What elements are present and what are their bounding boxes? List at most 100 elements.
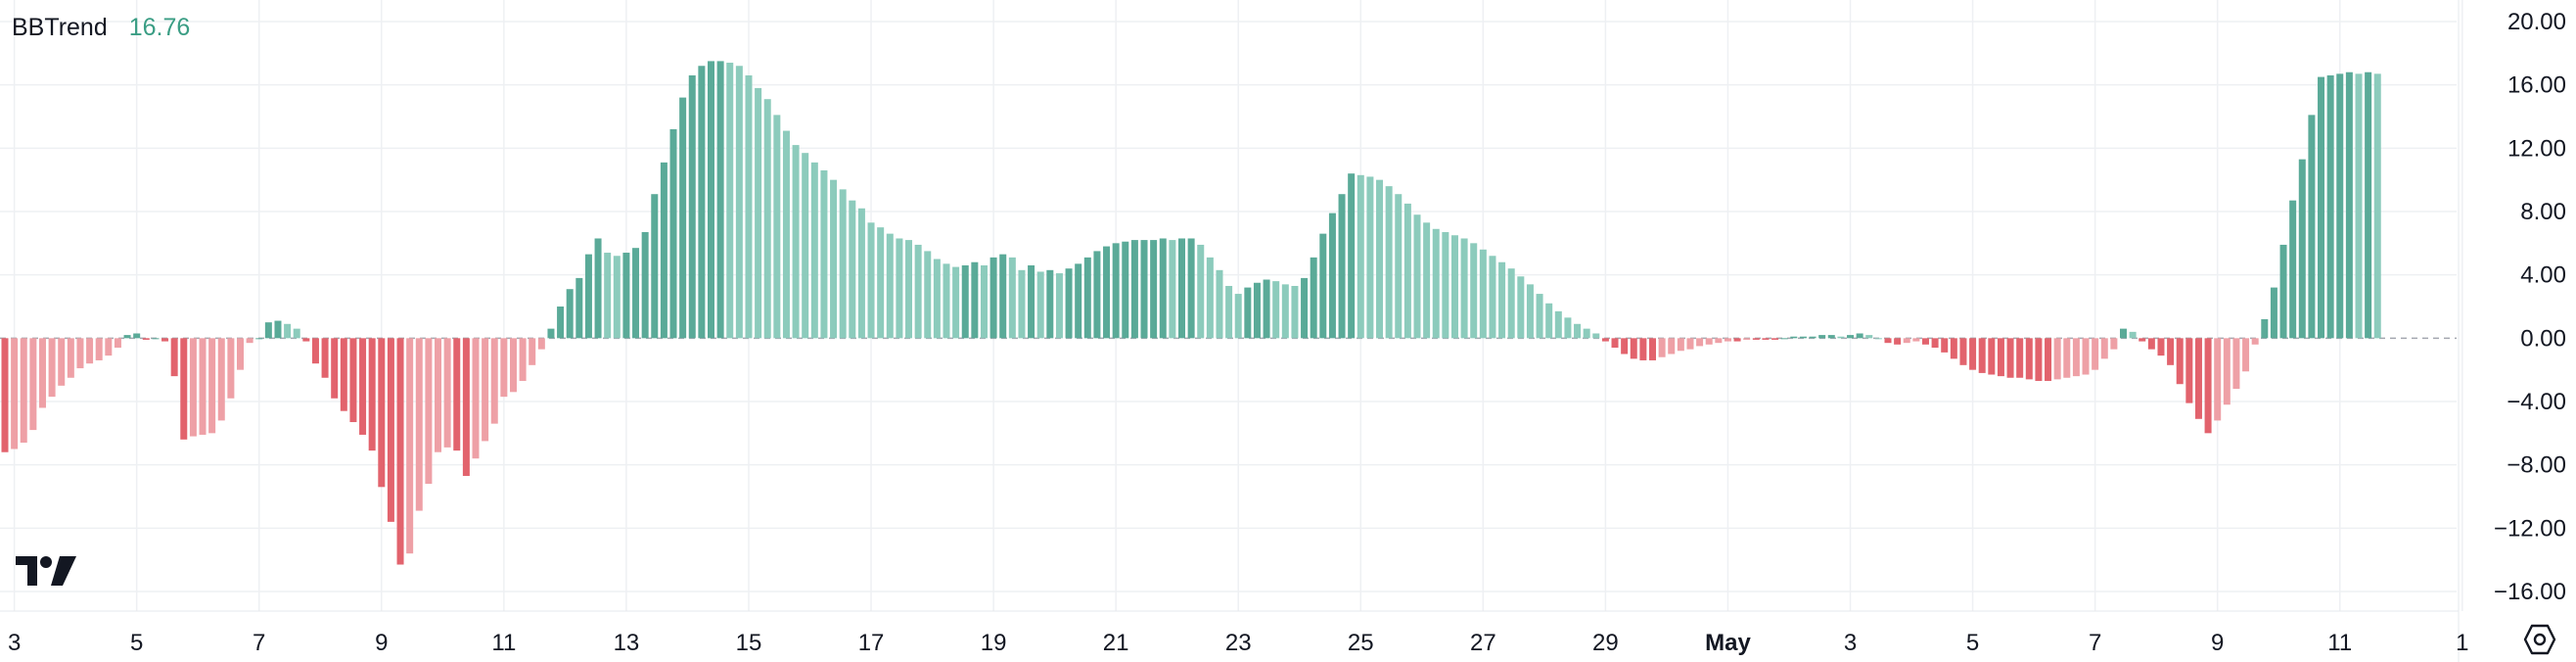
histogram-bar: [331, 338, 339, 399]
x-tick-label: 3: [8, 630, 21, 656]
histogram-bar: [2373, 73, 2381, 339]
tradingview-logo-icon[interactable]: [16, 554, 78, 592]
histogram-bar: [2289, 200, 2297, 339]
histogram-bar: [1450, 235, 1458, 339]
histogram-bar: [1178, 238, 1185, 339]
histogram-bar: [208, 338, 216, 434]
histogram-bar: [435, 338, 442, 452]
histogram-bar: [2345, 71, 2353, 339]
histogram-bar: [1159, 238, 1167, 339]
histogram-bar: [1225, 285, 1233, 339]
histogram-bar: [1376, 179, 1384, 339]
histogram-bar: [557, 307, 565, 339]
histogram-bar: [905, 240, 913, 339]
histogram-bar: [2025, 338, 2033, 380]
histogram-bar: [2063, 338, 2071, 378]
histogram-bar: [161, 338, 169, 342]
histogram-bar: [1122, 241, 1129, 339]
histogram-bar: [2139, 338, 2146, 342]
x-tick-label: 25: [1348, 630, 1374, 656]
x-tick-label: May: [1705, 630, 1751, 656]
histogram-bar: [1686, 338, 1694, 350]
histogram-bar: [509, 338, 517, 393]
x-tick-label: 15: [736, 630, 762, 656]
histogram-bar: [933, 259, 941, 339]
histogram-bar: [2072, 338, 2080, 377]
histogram-bar: [660, 162, 667, 339]
histogram-bar: [1696, 338, 1704, 347]
histogram-bar: [622, 253, 630, 339]
histogram-bar: [58, 338, 66, 386]
x-tick-label: 5: [1966, 630, 1979, 656]
histogram-bar: [1554, 310, 1562, 339]
x-tick-label: 13: [614, 630, 640, 656]
indicator-name: BBTrend: [12, 14, 108, 41]
histogram-bar: [763, 99, 771, 339]
time-axis[interactable]: 3 5 7 9 11 13 15 17 19 21 23 25 27 29 May 3 5 7 9 11 1: [0, 610, 2468, 656]
histogram-bar: [1818, 335, 1826, 339]
histogram-bar: [378, 338, 386, 488]
indicator-legend[interactable]: BBTrend 16.76: [12, 14, 190, 42]
histogram-bar: [1093, 251, 1101, 339]
histogram-bar: [857, 208, 865, 339]
histogram-bar: [708, 61, 714, 339]
histogram-bar: [1621, 338, 1629, 355]
histogram-bar: [971, 261, 979, 339]
x-tick-label: 23: [1225, 630, 1252, 656]
histogram-bar: [2261, 318, 2269, 339]
histogram-bar: [1874, 338, 1882, 340]
price-axis[interactable]: 20.00 16.00 12.00 8.00 4.00 0.00 −4.00 −8.00 −12…: [2458, 0, 2566, 662]
histogram-bar: [1583, 328, 1590, 339]
histogram-bar: [688, 74, 696, 339]
histogram-bar: [246, 338, 253, 344]
histogram-bar: [604, 253, 612, 339]
histogram-bar: [1894, 338, 1902, 345]
settings-icon[interactable]: [2523, 623, 2556, 661]
histogram-bar: [2006, 338, 2014, 378]
histogram-bar: [1234, 294, 1242, 339]
y-tick-label: 20.00: [2507, 9, 2566, 35]
histogram-bar: [237, 338, 244, 370]
histogram-bar: [1357, 174, 1364, 339]
x-tick-label: 19: [981, 630, 1007, 656]
histogram-bar: [387, 338, 394, 522]
histogram-bar: [406, 338, 414, 554]
x-tick-label: 29: [1592, 630, 1619, 656]
histogram-bar: [745, 74, 753, 339]
histogram-bar: [453, 338, 461, 451]
histogram-bar: [1536, 294, 1543, 339]
histogram-bar: [924, 251, 932, 339]
histogram-bar: [2318, 76, 2325, 339]
histogram-bar: [1733, 338, 1741, 342]
histogram-bar: [1319, 233, 1327, 339]
histogram-bar: [1517, 276, 1525, 339]
histogram-bar: [2176, 338, 2184, 385]
histogram-bar: [1715, 338, 1723, 344]
histogram-bar: [29, 338, 37, 431]
histogram-bar: [1366, 176, 1374, 339]
histogram-bar: [1950, 338, 1957, 359]
histogram-bar: [839, 189, 847, 339]
histogram-bar: [1564, 317, 1572, 339]
histogram-bar: [575, 277, 583, 339]
x-tick-label: 7: [2089, 630, 2101, 656]
histogram-bar: [425, 338, 433, 485]
histogram-bar: [820, 169, 828, 339]
histogram-bar: [293, 328, 300, 339]
histogram-bar: [698, 66, 706, 339]
histogram-bar: [1008, 257, 1016, 339]
histogram-bar: [340, 338, 347, 411]
histogram-bar: [1395, 194, 1403, 339]
y-tick-label: 0.00: [2520, 325, 2566, 352]
histogram-bar: [537, 338, 545, 350]
histogram-bar: [961, 264, 969, 339]
histogram-bar: [792, 145, 800, 339]
histogram-bar: [1216, 269, 1223, 339]
histogram-bar: [1385, 186, 1393, 339]
histogram-bar: [2204, 338, 2212, 434]
histogram-bar: [396, 338, 404, 565]
y-tick-label: 16.00: [2507, 72, 2566, 99]
histogram-bar: [264, 322, 272, 339]
histogram-bar: [519, 338, 527, 381]
histogram-bar: [1244, 287, 1252, 339]
